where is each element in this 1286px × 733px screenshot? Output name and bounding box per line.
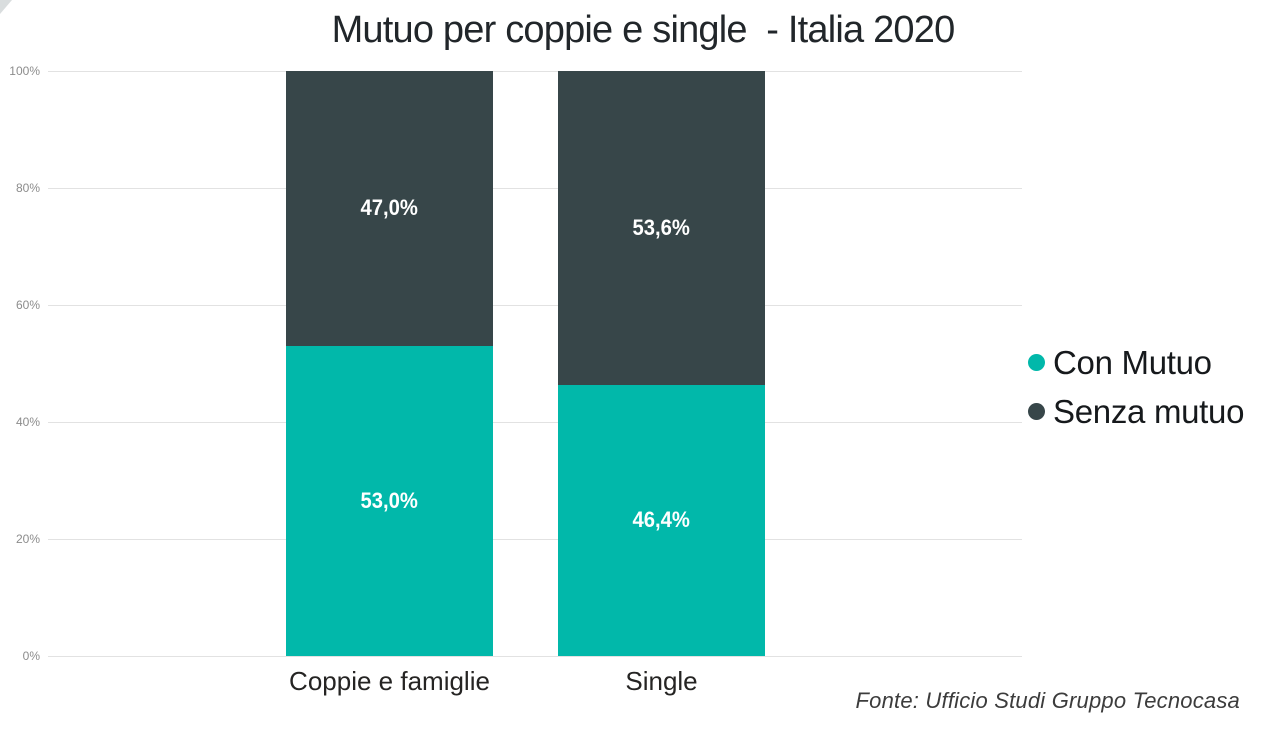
- data-label: 53,0%: [360, 487, 419, 513]
- gridline-40: [48, 422, 1022, 423]
- legend-label: Senza mutuo: [1053, 392, 1245, 430]
- data-label: 46,4%: [632, 507, 691, 533]
- bar-coppie-e-famiglie-senza-mutuo: 47,0%: [286, 71, 493, 346]
- bar-coppie-e-famiglie-con-mutuo: 53,0%: [286, 345, 493, 656]
- chart-title: Mutuo per coppie e single - Italia 2020: [331, 9, 956, 51]
- x-axis-category-single: Single: [625, 666, 698, 696]
- y-axis-tick-20: 20%: [15, 532, 40, 546]
- legend-item-senza-mutuo: Senza mutuo: [1028, 387, 1244, 436]
- legend-item-con-mutuo: Con Mutuo: [1028, 338, 1244, 387]
- y-axis-tick-80: 80%: [15, 181, 40, 195]
- bar-single-con-mutuo: 46,4%: [558, 384, 765, 656]
- source-note: Fonte: Ufficio Studi Gruppo Tecnocasa: [855, 688, 1240, 713]
- data-label: 47,0%: [360, 195, 419, 221]
- legend: Con Mutuo Senza mutuo: [1028, 338, 1244, 436]
- bar-single-senza-mutuo: 53,6%: [558, 71, 765, 385]
- gridline-100: [48, 71, 1022, 72]
- legend-dot-icon: [1028, 403, 1045, 420]
- y-axis-tick-60: 60%: [15, 298, 40, 312]
- corner-mark: [0, 0, 12, 14]
- data-label: 53,6%: [632, 214, 691, 240]
- x-axis-category-coppie-e-famiglie: Coppie e famiglie: [289, 666, 490, 696]
- y-axis-tick-100: 100%: [9, 64, 40, 78]
- gridline-80: [48, 188, 1022, 189]
- legend-label: Con Mutuo: [1053, 343, 1212, 381]
- y-axis-tick-0: 0%: [22, 649, 40, 663]
- gridline-0: [48, 656, 1022, 657]
- gridline-60: [48, 305, 1022, 306]
- y-axis-tick-40: 40%: [15, 415, 40, 429]
- legend-dot-icon: [1028, 354, 1045, 371]
- gridline-20: [48, 539, 1022, 540]
